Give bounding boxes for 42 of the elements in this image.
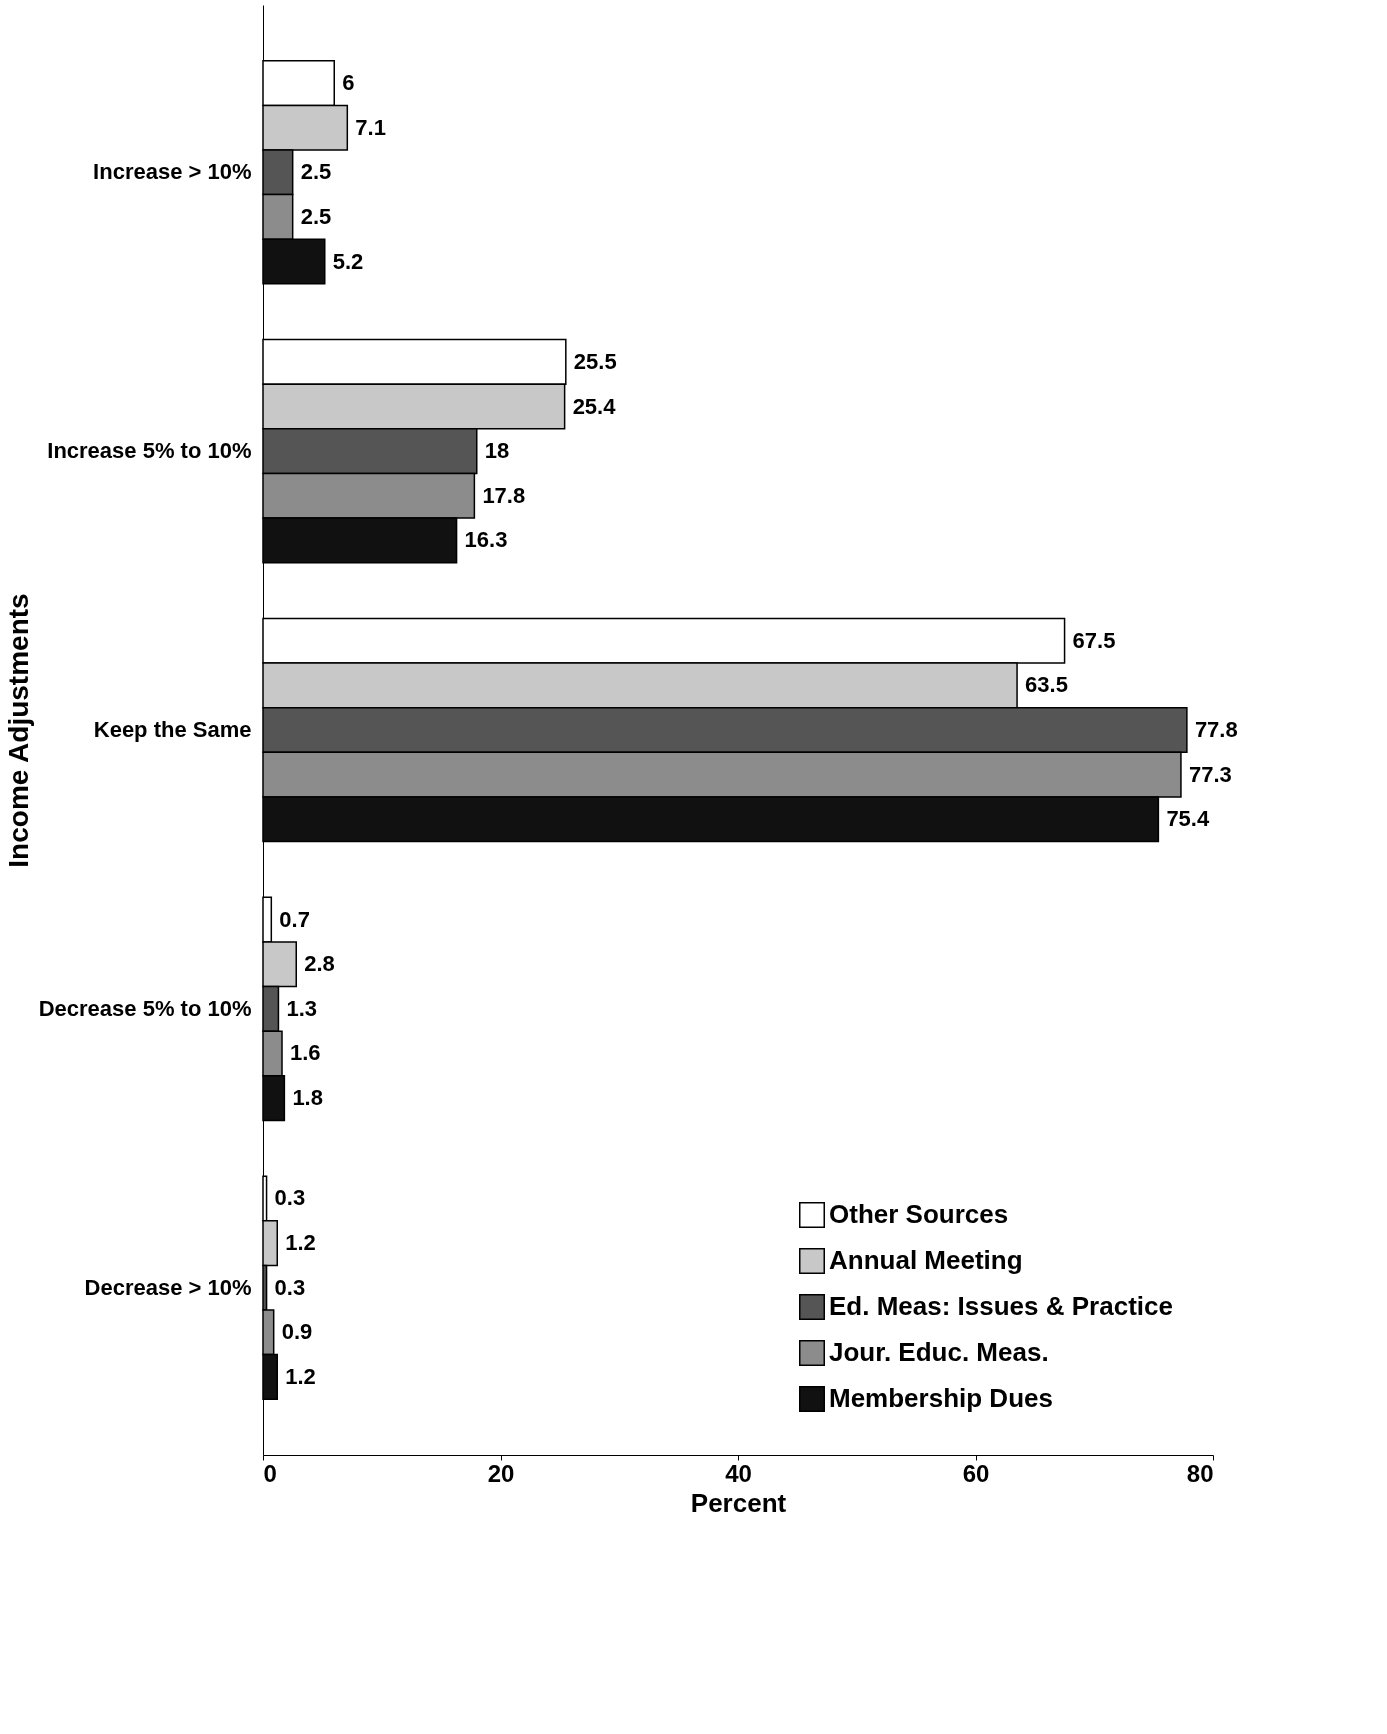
- data-label: 75.4: [1166, 806, 1210, 832]
- data-label: 0.7: [279, 906, 310, 932]
- x-tick-label: 80: [1186, 1459, 1214, 1487]
- data-label: 7.1: [355, 114, 386, 140]
- legend-label: Membership Dues: [829, 1383, 1053, 1413]
- data-label: 25.4: [572, 393, 617, 419]
- data-label: 1.2: [285, 1363, 316, 1389]
- x-tick-label: 40: [725, 1459, 752, 1487]
- x-tick-label: 20: [487, 1459, 515, 1487]
- data-label: 5.2: [332, 248, 364, 274]
- data-label: 67.5: [1072, 627, 1116, 653]
- data-label: 17.8: [482, 482, 526, 508]
- data-label: 0.3: [274, 1185, 306, 1211]
- y-tick-label: Increase > 10%: [93, 159, 252, 185]
- x-axis-title: Percent: [690, 1487, 787, 1518]
- legend-label: Annual Meeting: [829, 1245, 1023, 1275]
- y-tick-label: Increase 5% to 10%: [47, 438, 252, 464]
- legend-label: Ed. Meas: Issues & Practice: [829, 1291, 1173, 1321]
- y-tick-label: Decrease 5% to 10%: [38, 995, 252, 1021]
- data-label: 63.5: [1025, 672, 1068, 698]
- data-label: 77.3: [1188, 761, 1232, 787]
- data-label: 16.3: [464, 527, 508, 553]
- data-label: 1.8: [292, 1085, 323, 1111]
- data-label: 18: [484, 438, 510, 464]
- data-label: 1.6: [290, 1040, 321, 1066]
- y-tick-label: Decrease > 10%: [84, 1274, 252, 1300]
- data-label: 1.3: [286, 995, 318, 1021]
- y-tick-label: Keep the Same: [93, 717, 252, 742]
- x-tick-label: 60: [962, 1459, 990, 1487]
- data-label: 25.5: [573, 348, 617, 374]
- data-label: 1.2: [285, 1230, 316, 1256]
- data-label: 2.5: [300, 159, 332, 185]
- data-label: 6: [342, 70, 355, 96]
- legend-label: Jour. Educ. Meas.: [829, 1337, 1049, 1367]
- x-tick-label: 0: [263, 1459, 277, 1487]
- y-axis-title: Income Adjustments: [2, 593, 34, 868]
- data-label: 2.8: [304, 951, 335, 977]
- legend-label: Other Sources: [829, 1199, 1009, 1229]
- data-label: 2.5: [300, 203, 332, 229]
- data-label: 0.9: [281, 1319, 313, 1345]
- data-label: 77.8: [1194, 717, 1238, 742]
- data-label: 0.3: [274, 1274, 306, 1300]
